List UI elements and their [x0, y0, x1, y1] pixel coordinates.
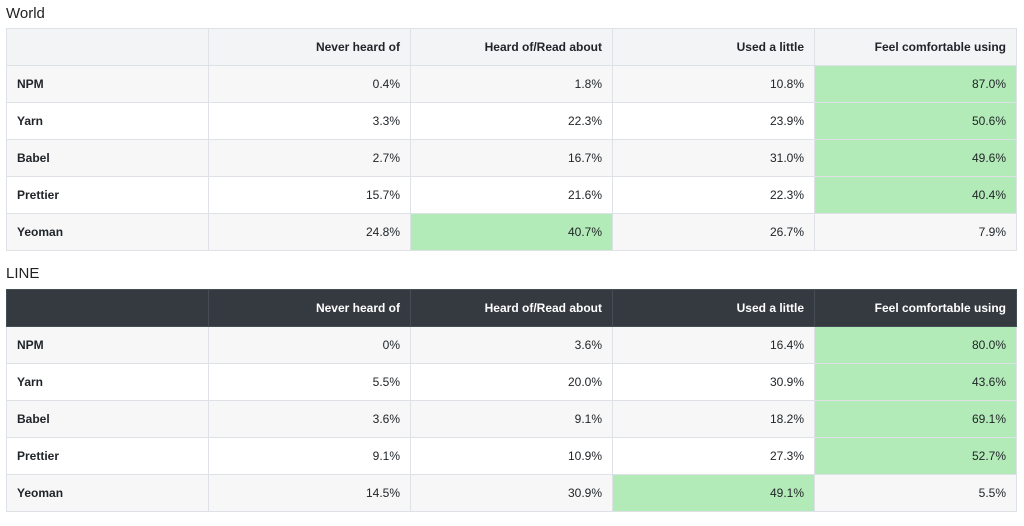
row-label: Yarn	[6, 363, 209, 401]
header-feel-comfortable-using: Feel comfortable using	[814, 28, 1017, 66]
table-cell: 80.0%	[814, 326, 1017, 364]
world-title: World	[6, 5, 45, 22]
table-cell: 3.3%	[208, 102, 411, 140]
table-cell: 30.9%	[612, 363, 815, 401]
table-cell: 43.6%	[814, 363, 1017, 401]
table-cell: 3.6%	[410, 326, 613, 364]
table-cell: 23.9%	[612, 102, 815, 140]
table-cell: 5.5%	[208, 363, 411, 401]
header-corner	[6, 289, 209, 327]
table-cell: 3.6%	[208, 400, 411, 438]
table-row: Yarn 5.5% 20.0% 30.9% 43.6%	[6, 363, 1017, 401]
header-feel-comfortable-using: Feel comfortable using	[814, 289, 1017, 327]
header-corner	[6, 28, 209, 66]
table-row: Yeoman 14.5% 30.9% 49.1% 5.5%	[6, 474, 1017, 512]
table-cell: 50.6%	[814, 102, 1017, 140]
table-cell: 20.0%	[410, 363, 613, 401]
table-row: Babel 3.6% 9.1% 18.2% 69.1%	[6, 400, 1017, 438]
world-section: World Never heard of Heard of/Read about…	[0, 0, 1024, 251]
line-table: Never heard of Heard of/Read about Used …	[6, 289, 1017, 512]
table-row: NPM 0.4% 1.8% 10.8% 87.0%	[6, 65, 1017, 103]
table-cell: 18.2%	[612, 400, 815, 438]
row-label: Yeoman	[6, 474, 209, 512]
row-label: Babel	[6, 139, 209, 177]
table-cell: 2.7%	[208, 139, 411, 177]
world-table: Never heard of Heard of/Read about Used …	[6, 28, 1017, 251]
table-cell: 10.8%	[612, 65, 815, 103]
table-row: Prettier 15.7% 21.6% 22.3% 40.4%	[6, 176, 1017, 214]
table-cell: 40.4%	[814, 176, 1017, 214]
table-row: Prettier 9.1% 10.9% 27.3% 52.7%	[6, 437, 1017, 475]
row-label: Babel	[6, 400, 209, 438]
table-cell: 9.1%	[208, 437, 411, 475]
table-row: NPM 0% 3.6% 16.4% 80.0%	[6, 326, 1017, 364]
row-label: Yeoman	[6, 213, 209, 251]
table-cell: 7.9%	[814, 213, 1017, 251]
row-label: NPM	[6, 326, 209, 364]
row-label: Prettier	[6, 176, 209, 214]
line-title: LINE	[6, 265, 40, 282]
header-never-heard-of: Never heard of	[208, 28, 411, 66]
line-section: LINE Never heard of Heard of/Read about …	[0, 261, 1024, 512]
world-table-header: Never heard of Heard of/Read about Used …	[6, 28, 1017, 66]
table-row: Yarn 3.3% 22.3% 23.9% 50.6%	[6, 102, 1017, 140]
table-cell: 40.7%	[410, 213, 613, 251]
table-cell: 0%	[208, 326, 411, 364]
table-cell: 87.0%	[814, 65, 1017, 103]
table-cell: 16.4%	[612, 326, 815, 364]
table-cell: 30.9%	[410, 474, 613, 512]
row-label: Prettier	[6, 437, 209, 475]
table-cell: 24.8%	[208, 213, 411, 251]
table-cell: 31.0%	[612, 139, 815, 177]
header-never-heard-of: Never heard of	[208, 289, 411, 327]
table-cell: 52.7%	[814, 437, 1017, 475]
header-heard-of-read-about: Heard of/Read about	[410, 289, 613, 327]
table-row: Yeoman 24.8% 40.7% 26.7% 7.9%	[6, 213, 1017, 251]
table-cell: 0.4%	[208, 65, 411, 103]
table-cell: 49.1%	[612, 474, 815, 512]
table-cell: 21.6%	[410, 176, 613, 214]
table-cell: 16.7%	[410, 139, 613, 177]
table-cell: 26.7%	[612, 213, 815, 251]
row-label: NPM	[6, 65, 209, 103]
header-heard-of-read-about: Heard of/Read about	[410, 28, 613, 66]
table-cell: 1.8%	[410, 65, 613, 103]
table-cell: 69.1%	[814, 400, 1017, 438]
header-used-a-little: Used a little	[612, 289, 815, 327]
table-cell: 14.5%	[208, 474, 411, 512]
table-cell: 49.6%	[814, 139, 1017, 177]
table-cell: 9.1%	[410, 400, 613, 438]
table-cell: 15.7%	[208, 176, 411, 214]
table-cell: 10.9%	[410, 437, 613, 475]
header-used-a-little: Used a little	[612, 28, 815, 66]
table-row: Babel 2.7% 16.7% 31.0% 49.6%	[6, 139, 1017, 177]
line-table-header: Never heard of Heard of/Read about Used …	[6, 289, 1017, 327]
table-cell: 22.3%	[612, 176, 815, 214]
row-label: Yarn	[6, 102, 209, 140]
table-cell: 27.3%	[612, 437, 815, 475]
table-cell: 5.5%	[814, 474, 1017, 512]
table-cell: 22.3%	[410, 102, 613, 140]
